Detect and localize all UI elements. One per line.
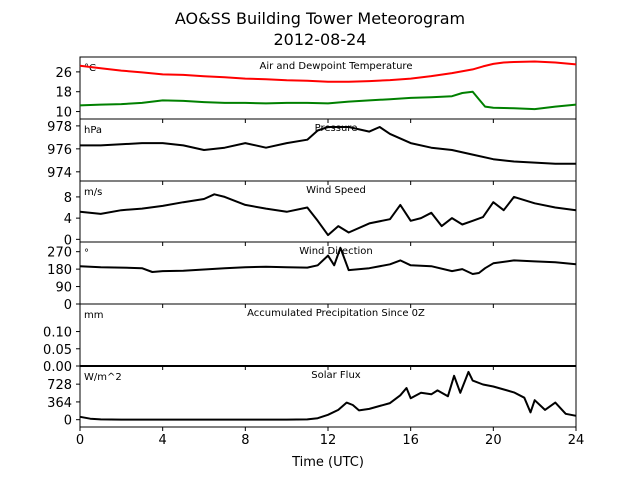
y-tick-label: 0 [64, 233, 72, 248]
y-tick-label: 0.10 [43, 326, 72, 341]
y-tick-label: 0.05 [43, 343, 72, 358]
panel-unit: m/s [84, 187, 102, 198]
chart-title: AO&SS Building Tower Meteorogram [175, 9, 465, 28]
panel-title: Accumulated Precipitation Since 0Z [247, 308, 425, 319]
y-tick-label: 364 [47, 396, 72, 411]
x-tick-label: 16 [402, 433, 419, 448]
x-axis-label: Time (UTC) [291, 455, 364, 470]
panel-title: Air and Dewpoint Temperature [260, 61, 413, 72]
y-tick-label: 974 [47, 166, 72, 181]
panel-unit: ° [84, 248, 89, 259]
panel-3: Wind Speed m/s 0 4 8 [64, 180, 577, 248]
panel-2: Pressure hPa 974 976 978 [47, 118, 577, 185]
x-tick-label: 12 [320, 433, 337, 448]
x-tick-label: 8 [241, 433, 249, 448]
panels-group: Air and Dewpoint Temperature °C 10 18 26 Pres… [43, 56, 585, 448]
panel-unit: °C [84, 63, 96, 74]
y-tick-label: 90 [55, 281, 72, 296]
chart-subtitle: 2012-08-24 [274, 30, 367, 49]
y-tick-label: 728 [47, 378, 72, 393]
panel-unit: hPa [84, 125, 102, 136]
series-line-1 [79, 246, 577, 275]
x-tick-label: 0 [76, 433, 84, 448]
y-tick-label: 26 [55, 66, 72, 81]
y-tick-label: 0 [64, 414, 72, 429]
panel-unit: W/m^2 [84, 372, 122, 383]
y-tick-label: 270 [47, 246, 72, 261]
y-tick-label: 180 [47, 263, 72, 278]
panel-title: Wind Direction [299, 246, 373, 257]
series-line-2 [79, 90, 577, 111]
x-tick-label: 24 [568, 433, 585, 448]
y-tick-label: 0 [64, 298, 72, 313]
x-tick-label: 4 [159, 433, 167, 448]
panel-5: Accumulated Precipitation Since 0Z mm 0.00… [43, 303, 577, 375]
panel-title: Wind Speed [306, 185, 366, 196]
panel-title: Solar Flux [311, 370, 361, 381]
y-tick-label: 976 [47, 143, 72, 158]
y-tick-label: 18 [55, 86, 72, 101]
y-tick-label: 4 [64, 212, 72, 227]
panel-6: Solar Flux W/m^2 0 364 728 [47, 365, 577, 431]
series-line-1 [80, 126, 576, 165]
series-line-1 [79, 370, 577, 421]
x-tick-label: 20 [485, 433, 502, 448]
panel-4: Wind Direction ° 0 90 180 270 [47, 241, 577, 313]
panel-title: Pressure [315, 123, 358, 134]
y-tick-label: 0.00 [43, 360, 72, 375]
y-tick-label: 978 [47, 120, 72, 135]
y-tick-label: 8 [64, 191, 72, 206]
series-line-1 [79, 60, 577, 83]
panel-1: Air and Dewpoint Temperature °C 10 18 26 [55, 56, 577, 123]
series-line-1 [79, 193, 577, 237]
y-tick-label: 10 [55, 106, 72, 121]
panel-unit: mm [84, 310, 103, 321]
